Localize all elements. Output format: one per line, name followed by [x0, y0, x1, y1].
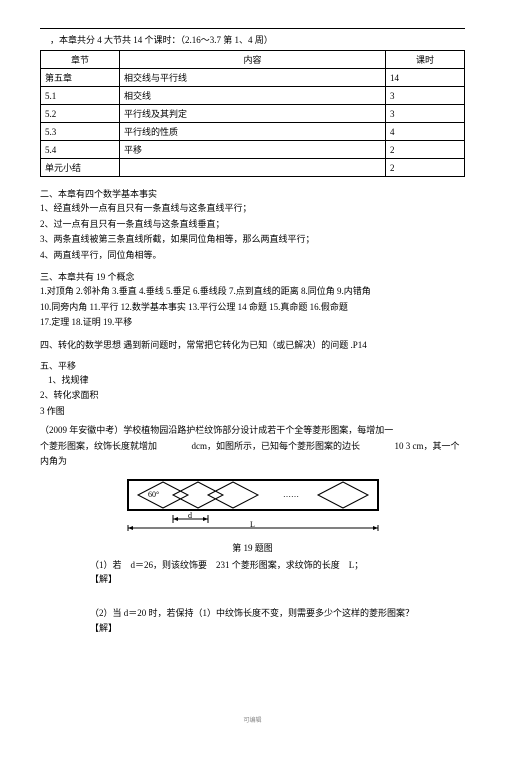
- chapter-header: ，本章共分 4 大节共 14 个课时：（2.16～3.7 第 1、4 周）: [50, 33, 465, 46]
- th-hours: 课时: [386, 51, 465, 69]
- dots-label: ……: [283, 490, 299, 499]
- concepts-3: 17.定理 18.证明 19.平移: [40, 316, 465, 330]
- problem-line-1: （2009 年安徽中考）学校植物园沿路护栏纹饰部分设计成若干个全等菱形图案，每增…: [40, 424, 465, 438]
- table-header-row: 章节 内容 课时: [41, 51, 465, 69]
- table-row: 5.4平移2: [41, 141, 465, 159]
- item-5-1: 1、找规律: [48, 374, 465, 388]
- fact-3: 3、两条直线被第三条直线所截，如果同位角相等，那么两直线平行；: [40, 233, 465, 247]
- item-5-2: 2、转化求面积: [40, 389, 465, 403]
- table-row: 5.2平行线及其判定3: [41, 105, 465, 123]
- fact-4: 4、两直线平行，同位角相等。: [40, 249, 465, 263]
- question-2: （2）当 d＝20 时，若保持（1）中纹饰长度不变，则需要多少个这样的菱形图案？…: [90, 606, 465, 635]
- angle-label: 60°: [148, 490, 159, 499]
- th-section: 章节: [41, 51, 120, 69]
- section-4: 四、转化的数学思想 遇到新问题时，常常把它转化为已知（或已解决）的问题 .P14: [40, 338, 465, 351]
- fact-1: 1、经直线外一点有且只有一条直线与这条直线平行；: [40, 202, 465, 216]
- d-label: d: [188, 511, 192, 520]
- section-2-title: 二、本章有四个数学基本事实: [40, 187, 465, 200]
- problem-line-2: 个菱形图案，纹饰长度就增加 dcm，如图所示，已知每个菱形图案的边长 10 3 …: [40, 440, 465, 454]
- concepts-2: 10.同旁内角 11.平行 12.数学基本事实 13.平行公理 14 命题 15…: [40, 301, 465, 315]
- item-5-3: 3 作图: [40, 405, 465, 419]
- table-row: 第五章相交线与平行线14: [41, 69, 465, 87]
- problem-line-3: 内角为: [40, 455, 465, 469]
- table-row: 单元小结2: [41, 159, 465, 177]
- L-label: L: [250, 520, 255, 529]
- table-row: 5.1相交线3: [41, 87, 465, 105]
- fact-2: 2、过一点有且只有一条直线与这条直线垂直；: [40, 218, 465, 232]
- diagram: 60° …… d L: [40, 475, 465, 537]
- footer-text: 可编辑: [40, 715, 465, 724]
- table-row: 5.3平行线的性质4: [41, 123, 465, 141]
- th-content: 内容: [120, 51, 386, 69]
- schedule-table: 章节 内容 课时 第五章相交线与平行线14 5.1相交线3 5.2平行线及其判定…: [40, 50, 465, 177]
- diagram-caption: 第 19 题图: [40, 541, 465, 554]
- section-5-title: 五、平移: [40, 359, 465, 372]
- concepts-1: 1.对顶角 2.邻补角 3.垂直 4.垂线 5.垂足 6.垂线段 7.点到直线的…: [40, 285, 465, 299]
- section-3-title: 三、本章共有 19 个概念: [40, 270, 465, 283]
- question-1: （1）若 d＝26，则该纹饰要 231 个菱形图案，求纹饰的长度 L； 【解】: [90, 558, 465, 587]
